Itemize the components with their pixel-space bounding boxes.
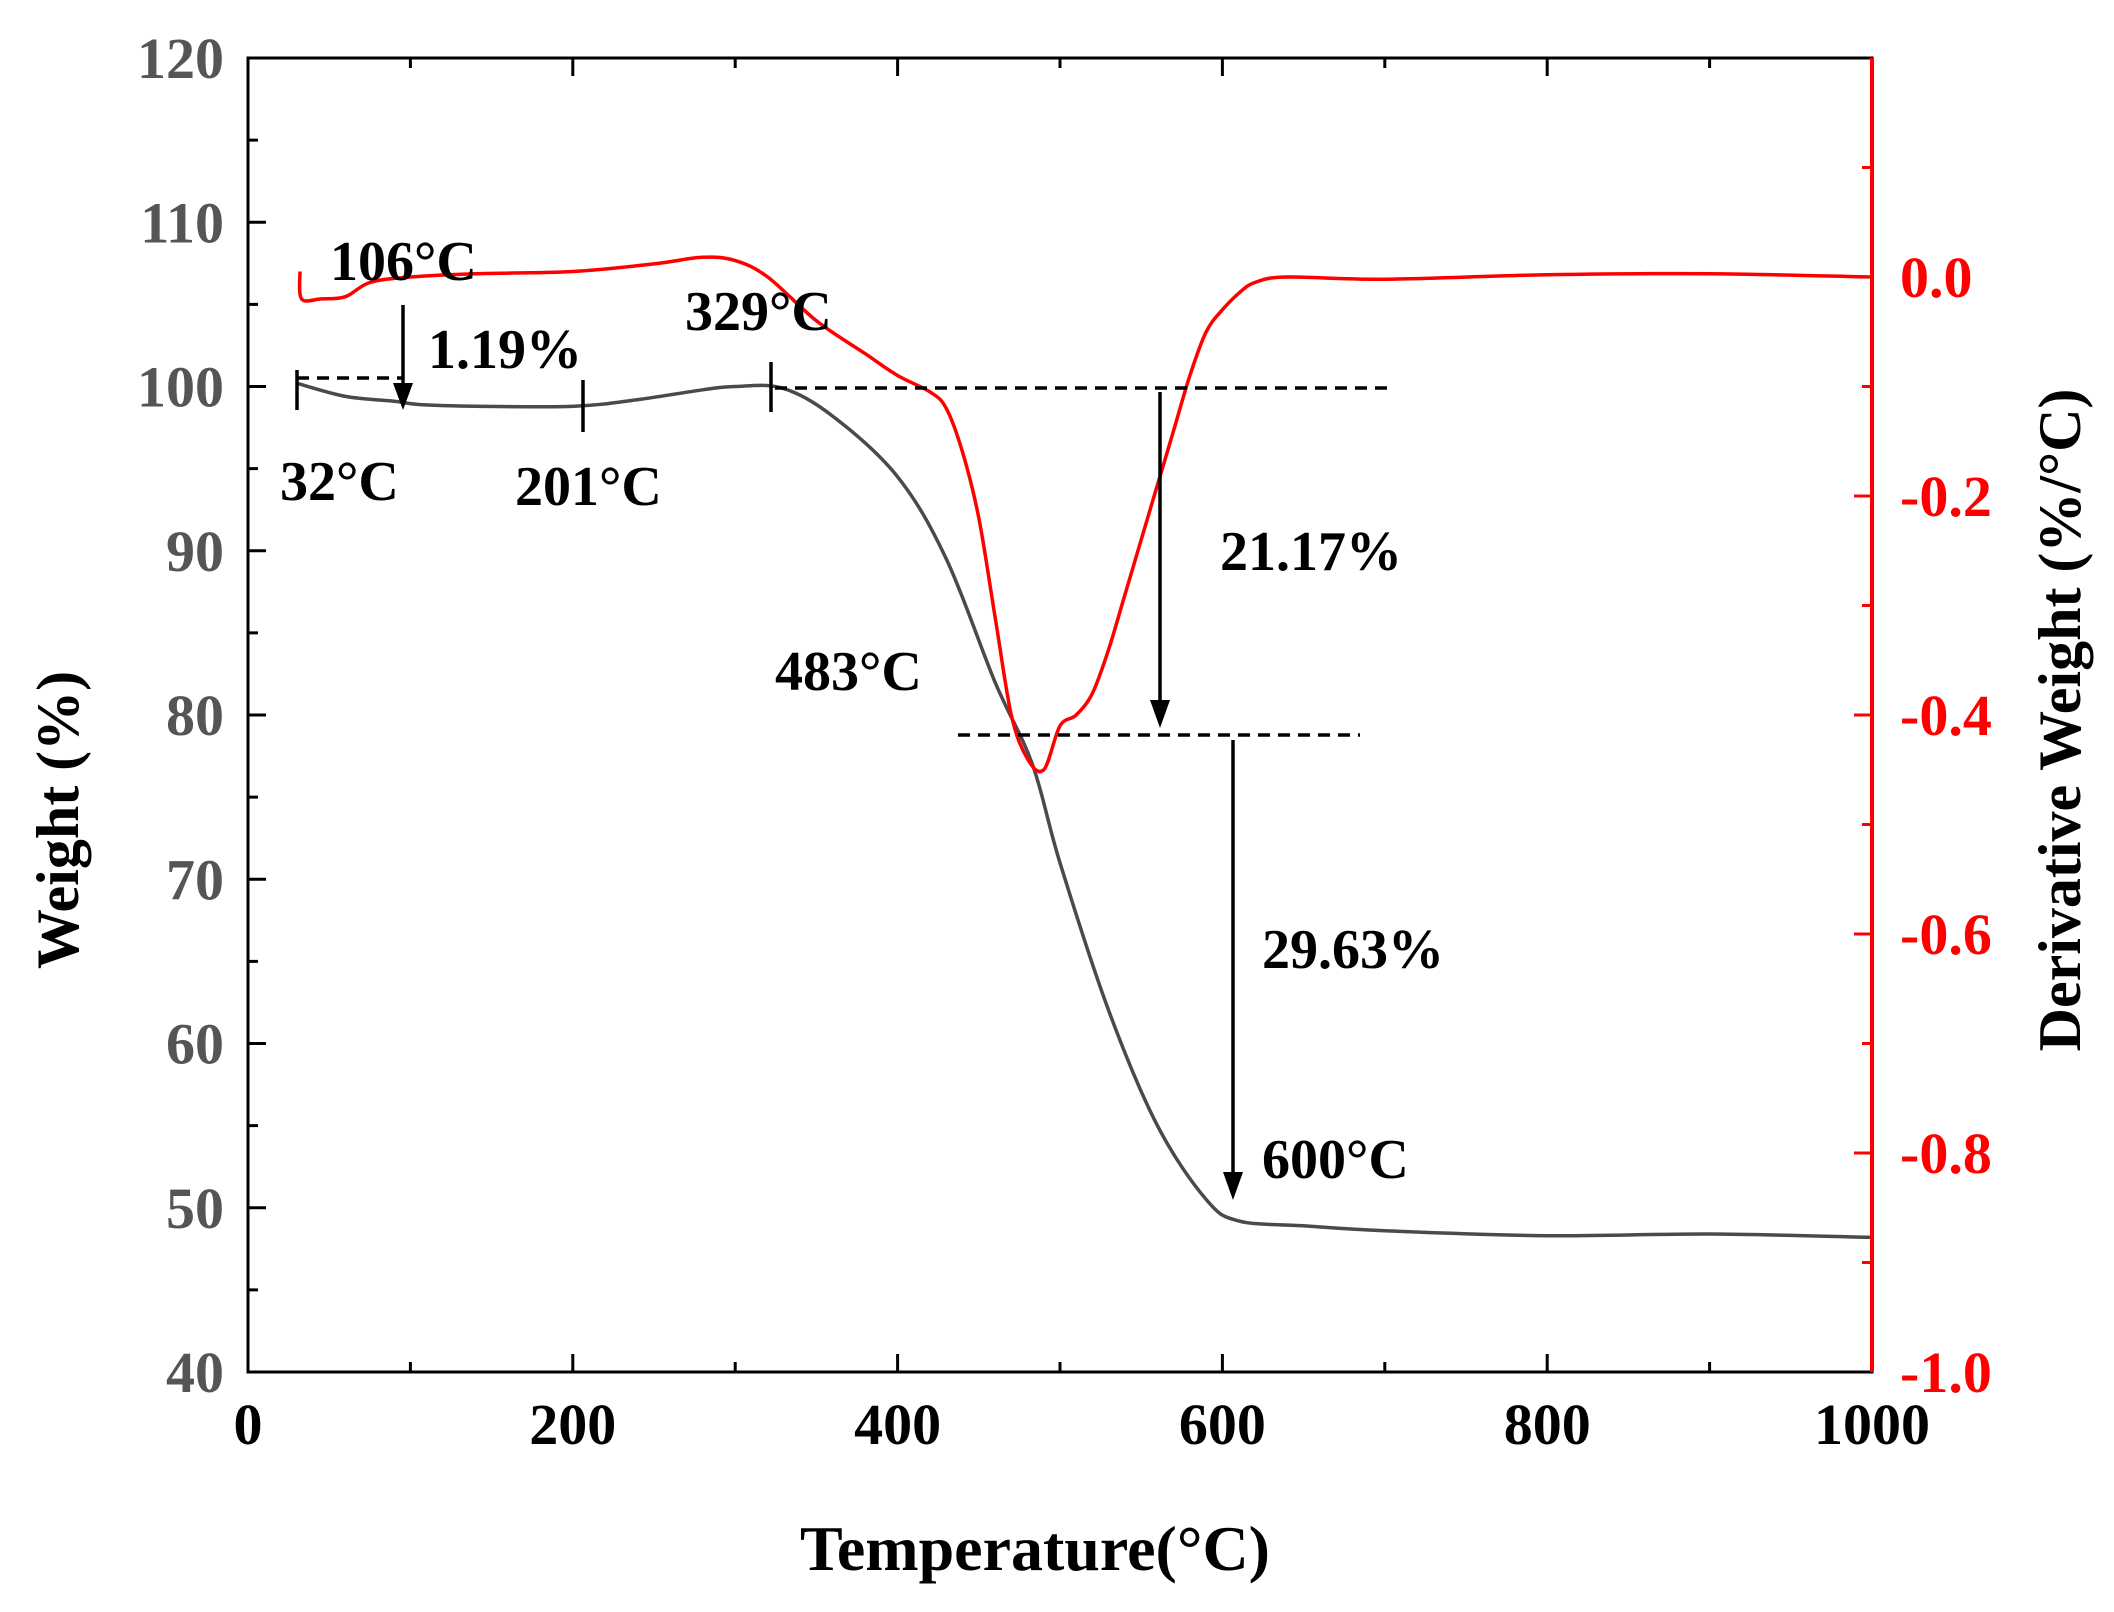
- weight-tg-curve: [296, 381, 1873, 1240]
- plot-frame: [246, 56, 1874, 1374]
- y-left-tick-label: 120: [137, 26, 224, 91]
- y-right-tick-label: -0.8: [1900, 1121, 1992, 1186]
- y-axis-left-title: Weight (%): [25, 671, 91, 969]
- tick-labels-layer: 0 200 400 600 800 1000 40 50 60 70 80 90 100 110 120 -1…: [137, 26, 1992, 1457]
- x-axis-title: Temperature(°C): [800, 1513, 1270, 1584]
- x-tick-label: 1000: [1814, 1392, 1930, 1457]
- derivative-weight-dtg-curve: [297, 255, 1873, 774]
- y-right-tick-label: -1.0: [1900, 1340, 1992, 1405]
- x-tick-label: 800: [1504, 1392, 1591, 1457]
- annotation-marks: [295, 305, 1395, 1180]
- y-left-tick-label: 100: [137, 355, 224, 420]
- annotation-329c: 329°C: [685, 281, 832, 343]
- annotation-106c: 106°C: [330, 231, 477, 293]
- y-axis-right-title: Derivative Weight (%/°C): [2027, 389, 2093, 1052]
- y-left-tick-label: 60: [166, 1012, 224, 1077]
- annotation-1-19pct: 1.19%: [428, 319, 582, 381]
- y-left-tick-label: 90: [166, 519, 224, 584]
- x-tick-label: 400: [854, 1392, 941, 1457]
- y-left-tick-label: 80: [166, 683, 224, 748]
- y-right-tick-label: 0.0: [1900, 245, 1973, 310]
- arrow-head-21pct: [1150, 700, 1170, 728]
- x-tick-label: 600: [1179, 1392, 1266, 1457]
- arrow-heads: [393, 383, 1243, 1200]
- y-right-tick-label: -0.2: [1900, 464, 1992, 529]
- y-left-tick-label: 70: [166, 847, 224, 912]
- y-right-tick-label: -0.4: [1900, 683, 1992, 748]
- arrow-head-29pct: [1223, 1172, 1243, 1200]
- y-left-tick-label: 50: [166, 1176, 224, 1241]
- annotation-201c: 201°C: [515, 456, 662, 518]
- annotations: 106°C 1.19% 329°C 32°C 201°C 21.17% 483°…: [280, 231, 1444, 1191]
- arrow-head-106: [393, 383, 413, 410]
- annotation-29-63pct: 29.63%: [1262, 919, 1444, 981]
- y-left-tick-label: 110: [140, 190, 224, 255]
- annotation-483c: 483°C: [775, 641, 922, 703]
- annotation-600c: 600°C: [1262, 1129, 1409, 1191]
- x-tick-label: 0: [234, 1392, 263, 1457]
- axis-ticks-layer: [246, 56, 1874, 1374]
- y-right-tick-label: -0.6: [1900, 902, 1992, 967]
- y-left-tick-label: 40: [166, 1340, 224, 1405]
- x-tick-label: 200: [529, 1392, 616, 1457]
- annotation-21-17pct: 21.17%: [1220, 521, 1402, 583]
- annotation-32c: 32°C: [280, 451, 399, 513]
